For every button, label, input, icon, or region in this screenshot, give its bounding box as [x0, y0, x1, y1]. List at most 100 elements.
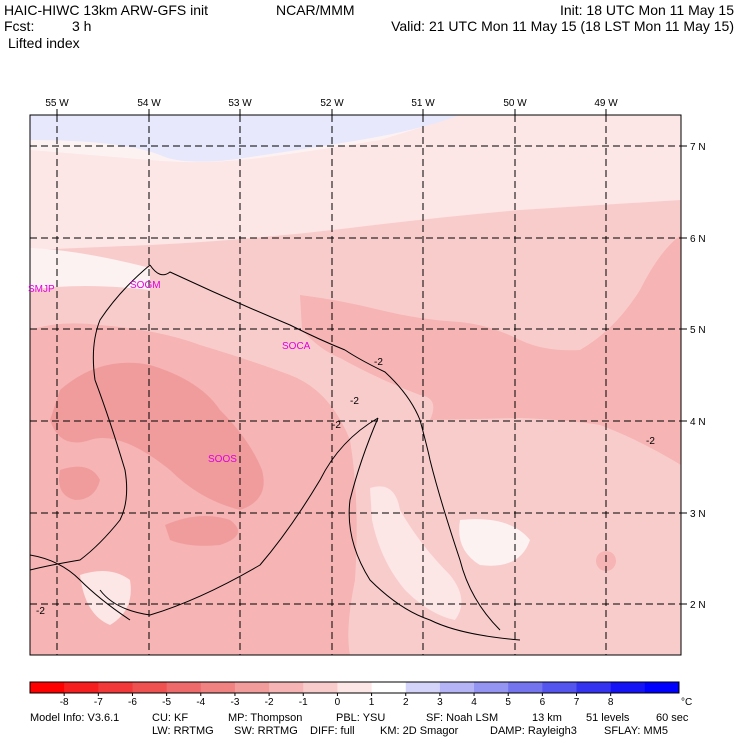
footer-levels: 51 levels	[586, 712, 630, 724]
lat-label: 3 N	[690, 509, 706, 520]
forecast-label: Fcst:	[4, 18, 35, 34]
field-core-neg4-a	[50, 362, 264, 510]
lat-label: 2 N	[690, 600, 706, 611]
lat-label: 5 N	[690, 325, 706, 336]
colorbar-swatch	[337, 682, 373, 693]
field-band-nw	[30, 248, 150, 290]
colorbar-tick-label: 4	[471, 697, 477, 708]
field-band-pos1	[30, 115, 460, 162]
footer-timestep: 60 sec	[656, 712, 689, 724]
contour-label: -2	[646, 436, 655, 447]
org-label: NCAR/MMM	[276, 2, 355, 18]
border-fg-south	[348, 417, 521, 641]
coastline-east	[344, 349, 501, 631]
border-suriname-south	[99, 417, 379, 616]
lat-ticks	[681, 145, 687, 605]
colorbar-tick-label: 7	[574, 697, 580, 708]
colorbar-tick-label: 6	[540, 697, 546, 708]
colorbar-swatch	[405, 682, 441, 693]
colorbar-tick-label: 8	[608, 697, 614, 708]
colorbar-tick-label: 5	[505, 697, 511, 708]
footer-res: 13 km	[532, 712, 562, 724]
coastline-north	[149, 264, 346, 351]
colorbar: -8 -7 -6 -5 -4 -3 -2 -1 0 1 2 3 4 5 6 7 8 °C	[29, 681, 692, 708]
colorbar-tick-label: 2	[403, 697, 409, 708]
colorbar-tick-label: -5	[162, 697, 171, 708]
field-pale-interior	[370, 486, 462, 620]
shaded-field	[30, 115, 681, 655]
lon-label: 50 W	[503, 98, 527, 109]
colorbar-swatch	[200, 682, 236, 693]
valid-time: Valid: 21 UTC Mon 11 May 15 (18 LST Mon …	[391, 18, 734, 34]
lon-label: 49 W	[594, 98, 618, 109]
colorbar-swatch	[303, 682, 338, 693]
lon-label: 55 W	[45, 98, 69, 109]
colorbar-frame	[29, 681, 680, 694]
station-soos: SOOS	[208, 454, 237, 465]
lat-label: 7 N	[690, 142, 706, 153]
field-core-neg4-b	[165, 516, 238, 546]
station-sogm: SOGM	[130, 280, 161, 291]
border-suriname-west	[30, 264, 151, 571]
colorbar-tick-label: -6	[128, 697, 137, 708]
colorbar-swatch	[610, 682, 646, 693]
boundaries	[30, 264, 521, 641]
lon-label: 52 W	[320, 98, 344, 109]
colorbar-swatch	[576, 682, 612, 693]
station-labels: SMJP SOGM SOCA SOOS	[28, 280, 311, 465]
footer-pbl: PBL: YSU	[336, 712, 386, 724]
colorbar-swatch	[166, 682, 202, 693]
colorbar-swatch	[132, 682, 168, 693]
colorbar-tick-label: -3	[230, 697, 239, 708]
field-band-neg3-east	[300, 235, 681, 465]
footer-lw: LW: RRTMG	[152, 725, 214, 737]
contour-label: -2	[36, 606, 45, 617]
lon-labels: 55 W 54 W 53 W 52 W 51 W 50 W 49 W	[45, 98, 618, 109]
footer-diff: DIFF: full	[310, 725, 355, 737]
init-time: Init: 18 UTC Mon 11 May 15	[559, 2, 734, 18]
colorbar-swatch	[269, 682, 304, 693]
colorbar-swatch	[474, 682, 509, 693]
footer-km: KM: 2D Smagor	[380, 725, 459, 737]
contour-label: -2	[350, 396, 359, 407]
lon-label: 53 W	[228, 98, 252, 109]
contour-label: -2	[332, 420, 341, 431]
graticule	[30, 115, 681, 655]
colorbar-swatch	[371, 682, 407, 693]
colorbar-tick-label: 1	[369, 697, 375, 708]
lat-labels: 7 N 6 N 5 N 4 N 3 N 2 N	[690, 142, 706, 611]
colorbar-swatch	[64, 682, 99, 693]
colorbar-tick-label: 3	[437, 697, 443, 708]
colorbar-swatch	[30, 682, 65, 693]
forecast-value: 3 h	[72, 18, 92, 34]
lat-label: 4 N	[690, 417, 706, 428]
colorbar-unit: °C	[681, 697, 692, 708]
footer-model-info: Model Info: V3.6.1	[30, 712, 120, 724]
footer-damp: DAMP: Rayleigh3	[490, 725, 577, 737]
colorbar-tick-label: -4	[196, 697, 205, 708]
colorbar-swatch	[234, 682, 270, 693]
station-soca: SOCA	[282, 341, 311, 352]
map-frame	[29, 114, 682, 656]
border-sw	[30, 554, 131, 621]
lat-label: 6 N	[690, 234, 706, 245]
field-pale-patch	[459, 519, 530, 566]
field-core-neg4-c	[59, 466, 100, 500]
colorbar-swatch	[508, 682, 543, 693]
contour-label: -2	[374, 357, 383, 368]
model-title: HAIC-HIWC 13km ARW-GFS init	[4, 2, 209, 18]
field-name: Lifted index	[8, 35, 80, 51]
lon-label: 54 W	[137, 98, 161, 109]
colorbar-tick-label: -2	[265, 697, 274, 708]
colorbar-swatch	[542, 682, 578, 693]
colorbar-tick-label: -8	[60, 697, 69, 708]
colorbar-tick-label: -1	[299, 697, 308, 708]
colorbar-swatch	[439, 682, 475, 693]
footer-mp: MP: Thompson	[228, 712, 303, 724]
lon-ticks	[56, 109, 607, 115]
colorbar-tick-label: -7	[94, 697, 103, 708]
contour-labels: -2 -2 -2 -2 -2	[36, 357, 655, 617]
footer-cu: CU: KF	[152, 712, 189, 724]
lon-label: 51 W	[411, 98, 435, 109]
